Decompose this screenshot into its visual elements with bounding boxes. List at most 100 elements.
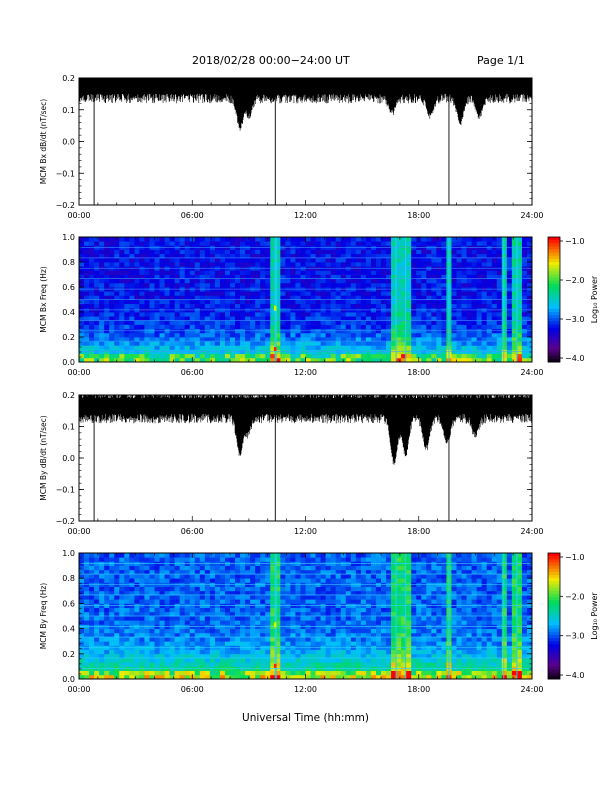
- spectrogram-cell: [290, 574, 296, 579]
- spectrogram-cell: [350, 611, 357, 617]
- spectrogram-cell: [240, 353, 246, 359]
- spectrogram-cell: [149, 620, 155, 625]
- spectrogram-cell: [240, 237, 246, 242]
- spectrogram-cell: [285, 274, 291, 280]
- spectrogram-cell: [204, 253, 211, 259]
- spectrogram-cell: [451, 299, 457, 305]
- spectrogram-cell: [340, 599, 347, 604]
- spectrogram-cell: [496, 341, 503, 346]
- spectrogram-cell: [260, 341, 266, 346]
- spectrogram-cell: [139, 674, 145, 680]
- spectrogram-cell: [119, 674, 125, 680]
- spectrogram-cell: [330, 670, 337, 676]
- spectrogram-cell: [280, 341, 286, 346]
- spectrogram-cell: [99, 237, 105, 242]
- spectrogram-cell: [280, 569, 286, 575]
- spectrogram-cell: [310, 641, 316, 646]
- spectrogram-cell: [521, 357, 528, 363]
- spectrogram-cell: [270, 303, 276, 309]
- spectrogram-cell: [360, 557, 367, 562]
- spectrogram-cell: [114, 299, 120, 305]
- spectrogram-cell: [179, 324, 186, 330]
- spectrogram-cell: [134, 649, 140, 655]
- spectrogram-cell: [194, 628, 201, 634]
- spectrogram-cell: [104, 574, 110, 579]
- spectrogram-cell: [285, 345, 291, 350]
- spectrogram-cell: [471, 278, 478, 284]
- spectrogram-cell: [169, 641, 176, 646]
- spectrogram-cell: [194, 237, 201, 242]
- spectrogram-cell: [174, 357, 181, 363]
- spectrogram-cell: [235, 637, 241, 642]
- spectrogram-cell: [79, 295, 85, 300]
- spectrogram-cell: [290, 653, 296, 659]
- spectrogram-cell: [154, 616, 160, 621]
- spectrogram-cell: [159, 241, 165, 246]
- spectrogram-cell: [340, 282, 347, 288]
- spectrogram-cell: [466, 312, 472, 317]
- spectrogram-cell: [350, 320, 357, 325]
- spectrogram-cell: [174, 641, 181, 646]
- spectrogram-cell: [416, 337, 422, 342]
- spectrogram-cell: [255, 312, 261, 317]
- spectrogram-cell: [164, 649, 170, 655]
- spectrogram-cell: [230, 557, 236, 562]
- spectrogram-cell: [89, 270, 95, 275]
- spectrogram-cell: [159, 641, 165, 646]
- spectrogram-cell: [360, 303, 367, 309]
- spectrogram-cell: [230, 578, 236, 583]
- spectrogram-cell: [204, 662, 211, 667]
- spectrogram-cell: [134, 616, 140, 621]
- spectrogram-cell: [345, 578, 352, 583]
- spectrogram-cell: [416, 257, 422, 263]
- spectrogram-cell: [466, 332, 472, 338]
- spectrogram-cell: [516, 320, 523, 325]
- spectrogram-cell: [451, 353, 457, 359]
- spectrogram-cell: [99, 674, 105, 680]
- spectrogram-cell: [179, 262, 186, 267]
- spectrogram-cell: [255, 324, 261, 330]
- spectrogram-cell: [345, 241, 352, 246]
- spectrogram-cell: [270, 274, 276, 280]
- spectrogram-cell: [159, 553, 165, 558]
- spectrogram-cell: [305, 607, 311, 613]
- spectrogram-cell: [179, 249, 186, 255]
- spectrogram-cell: [84, 670, 90, 676]
- spectrogram-cell: [275, 578, 281, 583]
- spectrogram-cell: [295, 345, 301, 350]
- spectrogram-cell: [295, 332, 301, 338]
- spectrogram-cell: [204, 345, 211, 350]
- spectrogram-cell: [280, 299, 286, 305]
- spectrogram-cell: [154, 274, 160, 280]
- spectrogram-cell: [506, 253, 513, 259]
- spectrogram-cell: [144, 295, 150, 300]
- spectrogram-cell: [375, 320, 382, 325]
- spectrogram-cell: [149, 590, 155, 596]
- spectrogram-cell: [179, 303, 186, 309]
- spectrogram-cell: [104, 320, 110, 325]
- page-title: 2018/02/28 00:00−24:00 UT: [192, 54, 350, 67]
- spectrogram-cell: [290, 637, 296, 642]
- spectrogram-cell: [154, 345, 160, 350]
- spectrogram-cell: [386, 620, 392, 625]
- spectrogram-cell: [310, 312, 316, 317]
- spectrogram-cell: [260, 590, 266, 596]
- spectrogram-cell: [219, 607, 226, 613]
- spectrogram-cell: [275, 574, 281, 579]
- spectrogram-cell: [486, 332, 493, 338]
- spectrogram-cell: [335, 274, 342, 280]
- spectrogram-cell: [406, 316, 412, 321]
- spectrogram-cell: [466, 278, 472, 284]
- spectrogram-cell: [164, 257, 170, 263]
- spectrogram-cell: [129, 249, 135, 255]
- spectrogram-cell: [355, 345, 362, 350]
- spectrogram-cell: [84, 332, 90, 338]
- spectrogram-cell: [295, 674, 301, 680]
- spectrogram-cell: [275, 653, 281, 659]
- spectrogram-cell: [381, 565, 387, 571]
- spectrogram-cell: [114, 590, 120, 596]
- spectrogram-cell: [260, 262, 266, 267]
- spectrogram-cell: [144, 557, 150, 562]
- spectrogram-cell: [375, 291, 382, 296]
- spectrogram-cell: [84, 295, 90, 300]
